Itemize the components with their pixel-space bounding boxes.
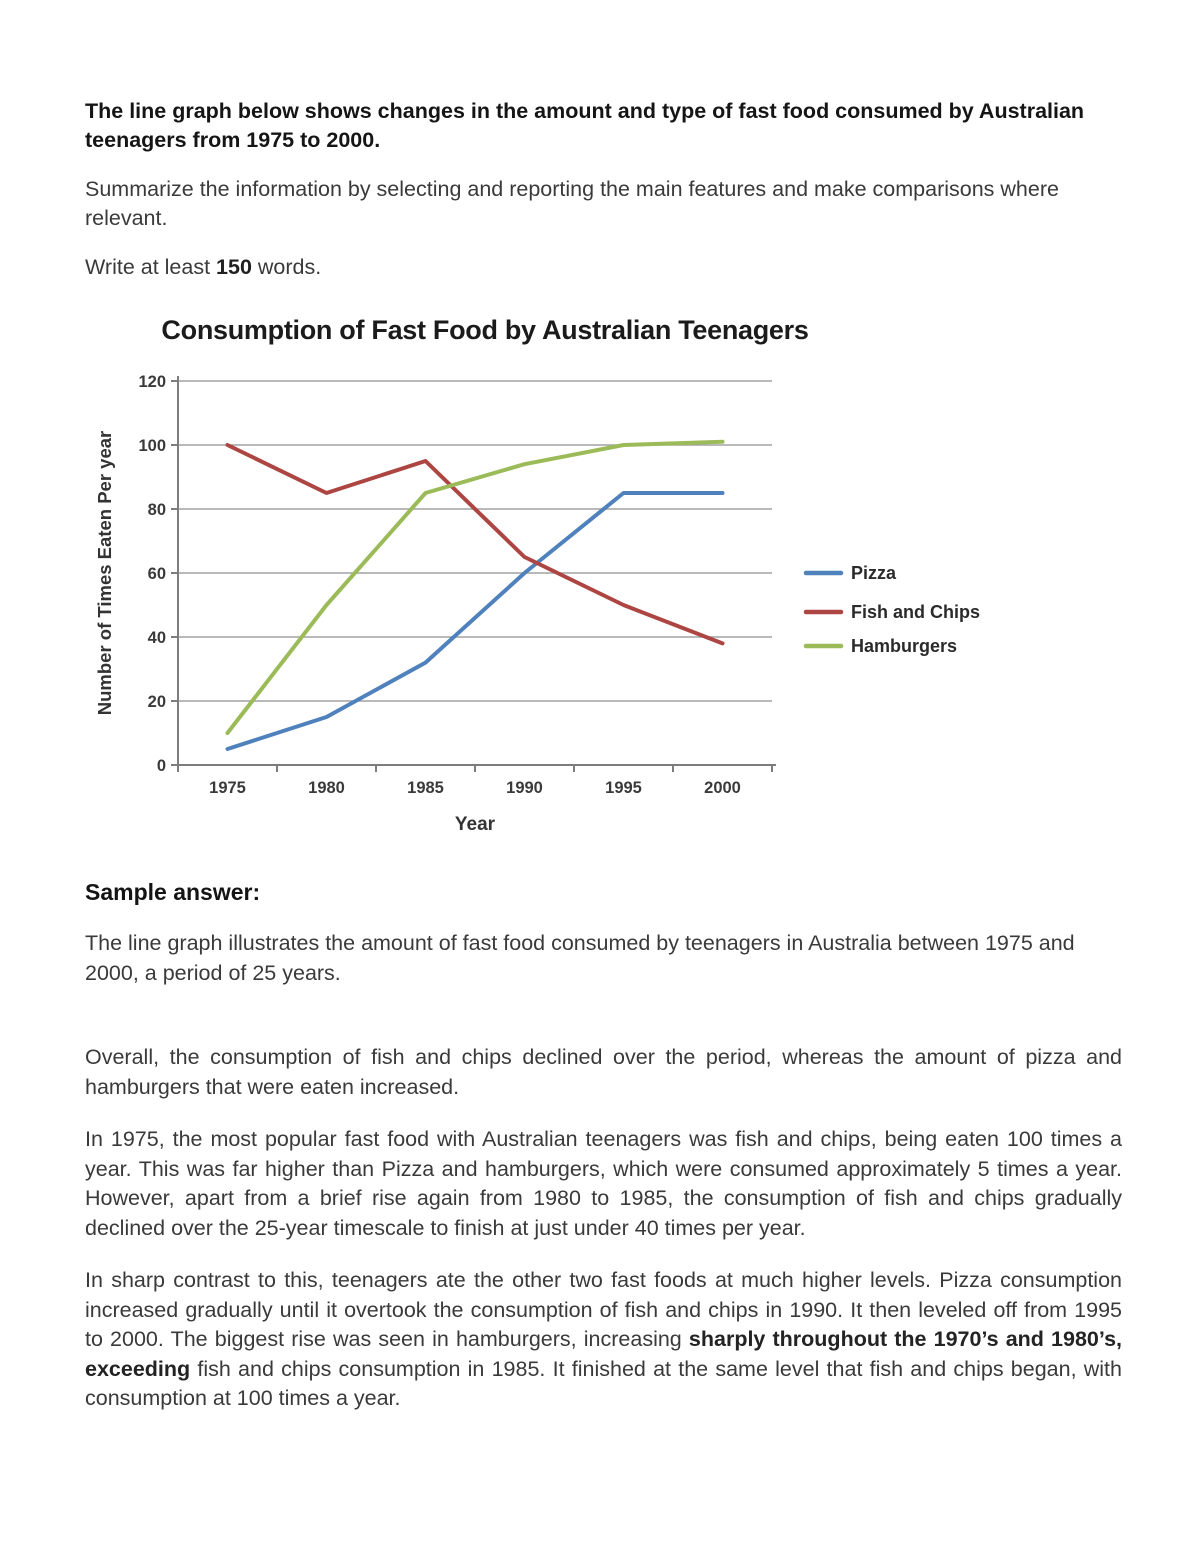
x-tick-label: 1985 xyxy=(407,779,444,797)
y-tick-label: 20 xyxy=(148,693,166,711)
task-instructions: Summarize the information by selecting a… xyxy=(85,177,1059,230)
chart-canvas: 0 20 40 60 80 100 120 1975 1980 1985 1990 1995 2000 C… xyxy=(94,315,980,835)
y-axis-title: Number of Times Eaten Per year xyxy=(94,431,115,715)
x-tick-label: 2000 xyxy=(704,779,741,797)
x-tick-label: 1980 xyxy=(308,779,345,797)
chart-line-fish-and-chips xyxy=(225,443,725,646)
sample-paragraph-4-text: In sharp contrast to this, teenagers ate… xyxy=(85,1268,1122,1351)
legend-label-pizza: Pizza xyxy=(851,563,897,583)
sample-paragraph-1: The line graph illustrates the amount of… xyxy=(85,931,1075,985)
x-axis-title: Year xyxy=(455,814,496,835)
y-tick-label: 40 xyxy=(148,629,166,647)
sample-paragraph-4-bold: sharply throughout the 1970’s and 1980’s… xyxy=(85,1327,1122,1381)
x-tick-label: 1995 xyxy=(605,779,642,797)
sample-paragraph-4: In sharp contrast to this, teenagers ate… xyxy=(85,1266,1122,1414)
chart-line-hamburgers xyxy=(225,439,725,735)
x-tick-label: 1975 xyxy=(209,779,246,797)
y-tick-label: 100 xyxy=(138,437,166,455)
y-tick-label: 120 xyxy=(138,373,166,391)
fast-food-line-chart: 0 20 40 60 80 100 120 1975 1980 1985 1990 1995 2000 C… xyxy=(85,302,1115,847)
x-tick-label: 1990 xyxy=(506,779,543,797)
word-count-requirement: Write at least 150 words. xyxy=(85,253,1122,282)
legend-label-fish-and-chips: Fish and Chips xyxy=(851,602,980,622)
y-tick-label: 60 xyxy=(148,565,166,583)
chart-line-pizza xyxy=(225,491,725,751)
word-count-prefix: Write at least xyxy=(85,255,217,279)
y-tick-label: 0 xyxy=(157,757,166,775)
chart-title: Consumption of Fast Food by Australian T… xyxy=(161,315,808,345)
sample-paragraph-4-text: fish and chips consumption in 1985. It f… xyxy=(85,1356,1122,1411)
document-content: The line graph below shows changes in th… xyxy=(85,99,1122,1414)
sample-paragraph-3: In 1975, the most popular fast food with… xyxy=(85,1127,1122,1240)
y-tick-label: 80 xyxy=(148,501,166,519)
legend-label-hamburgers: Hamburgers xyxy=(851,636,957,656)
word-count-suffix: words. xyxy=(251,255,322,279)
word-count-number: 150 xyxy=(216,255,252,279)
task-prompt: The line graph below shows changes in th… xyxy=(85,99,1085,152)
sample-answer-heading: Sample answer: xyxy=(85,879,261,905)
sample-paragraph-2: Overall, the consumption of fish and chi… xyxy=(85,1045,1122,1099)
